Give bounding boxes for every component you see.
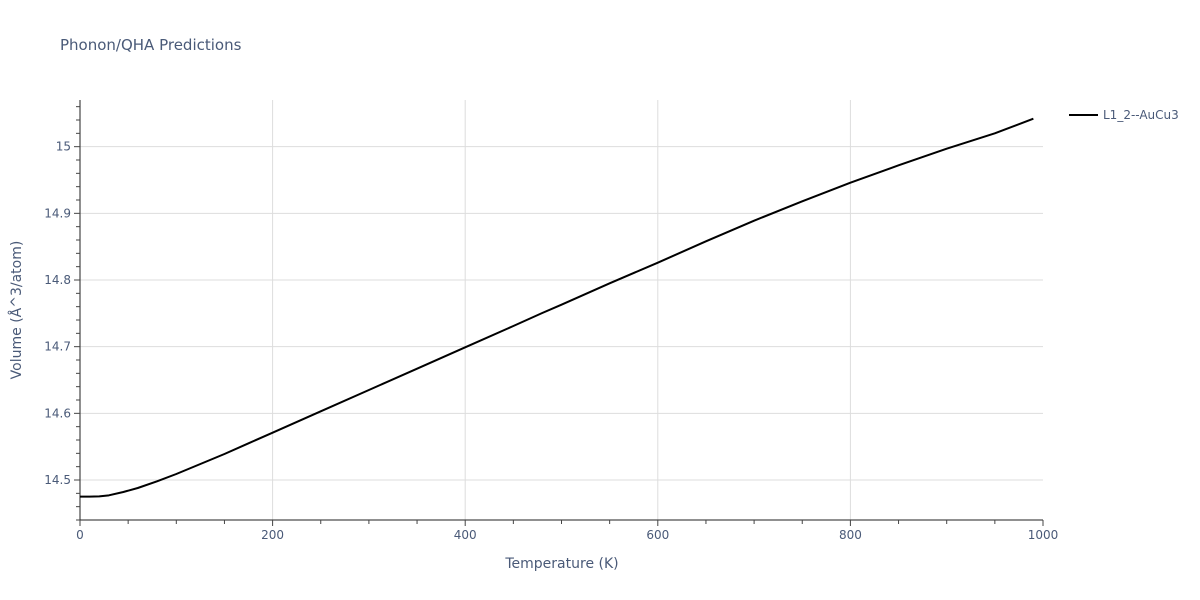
x-tick-labels: 0 200 400 600 800 1000 — [76, 528, 1058, 542]
x-axis-title: Temperature (K) — [504, 556, 618, 572]
chart-title: Phonon/QHA Predictions — [60, 36, 242, 54]
y-tick-label: 14.5 — [44, 473, 71, 487]
y-tick-labels: 14.5 14.6 14.7 14.8 14.9 15 — [44, 140, 71, 487]
y-tick-label: 14.6 — [44, 406, 71, 420]
x-tick-label: 200 — [261, 528, 284, 542]
legend-label[interactable]: L1_2--AuCu3 — [1103, 108, 1179, 122]
x-tick-label: 600 — [646, 528, 669, 542]
series-line — [80, 117, 1034, 498]
legend[interactable]: L1_2--AuCu3 — [1069, 108, 1179, 122]
x-tick-label: 400 — [454, 528, 477, 542]
grid — [80, 100, 1043, 520]
y-tick-label: 14.8 — [44, 273, 71, 287]
x-tick-label: 0 — [76, 528, 84, 542]
y-tick-label: 14.9 — [44, 206, 71, 220]
x-tick-label: 1000 — [1028, 528, 1059, 542]
plot-area — [80, 117, 1034, 498]
x-tick-label: 800 — [839, 528, 862, 542]
y-tick-label: 15 — [56, 140, 71, 154]
y-tick-label: 14.7 — [44, 340, 71, 354]
y-axis-title: Volume (Å^3/atom) — [8, 241, 25, 380]
axes — [74, 100, 1044, 526]
